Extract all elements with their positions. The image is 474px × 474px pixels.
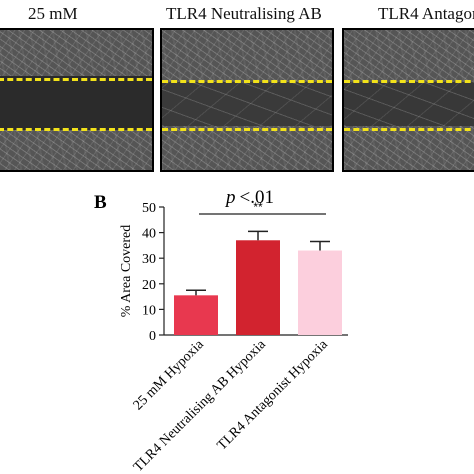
panel-a-label-1: 25 mM bbox=[28, 4, 78, 23]
scratch-line-bottom bbox=[344, 128, 474, 131]
scratch-line-top bbox=[344, 80, 474, 83]
x-tick-label-3: TLR4 Antagonist Hypoxia bbox=[215, 337, 332, 454]
y-tick-label: 30 bbox=[142, 252, 156, 267]
bar-3 bbox=[298, 250, 342, 335]
panel-a-label-3: TLR4 Antagoni bbox=[378, 4, 474, 23]
y-tick-label: 20 bbox=[142, 278, 156, 293]
p-symbol: p bbox=[224, 187, 236, 208]
y-tick-label: 10 bbox=[142, 303, 156, 318]
p-value-label: p <.01 bbox=[224, 187, 274, 208]
scratch-line-bottom bbox=[0, 128, 152, 131]
y-tick-label: 0 bbox=[149, 329, 156, 344]
scratch-line-bottom bbox=[162, 128, 332, 131]
x-tick-label-2: TLR4 Neutralising AB Hypoxia bbox=[131, 337, 269, 474]
micrograph-tlr4-antagonist bbox=[342, 28, 474, 172]
micrograph-tlr4-neutralising bbox=[160, 28, 334, 172]
bars-group: ** bbox=[174, 200, 342, 335]
panel-b-label: B bbox=[94, 192, 107, 213]
y-axis-label: % Area Covered bbox=[119, 225, 134, 318]
y-tick-label: 40 bbox=[142, 227, 156, 242]
p-threshold: <.01 bbox=[240, 187, 274, 208]
scratch-line-top bbox=[0, 78, 152, 81]
bar-1 bbox=[174, 295, 218, 335]
panel-a-label-2: TLR4 Neutralising AB bbox=[166, 4, 322, 23]
scratch-line-top bbox=[162, 80, 332, 83]
y-tick-label: 50 bbox=[142, 201, 156, 216]
significance-stars: ** bbox=[253, 200, 263, 214]
micrograph-25mm bbox=[0, 28, 154, 172]
significance-annotation: p <.01 bbox=[224, 187, 274, 208]
bar-2 bbox=[236, 240, 280, 335]
